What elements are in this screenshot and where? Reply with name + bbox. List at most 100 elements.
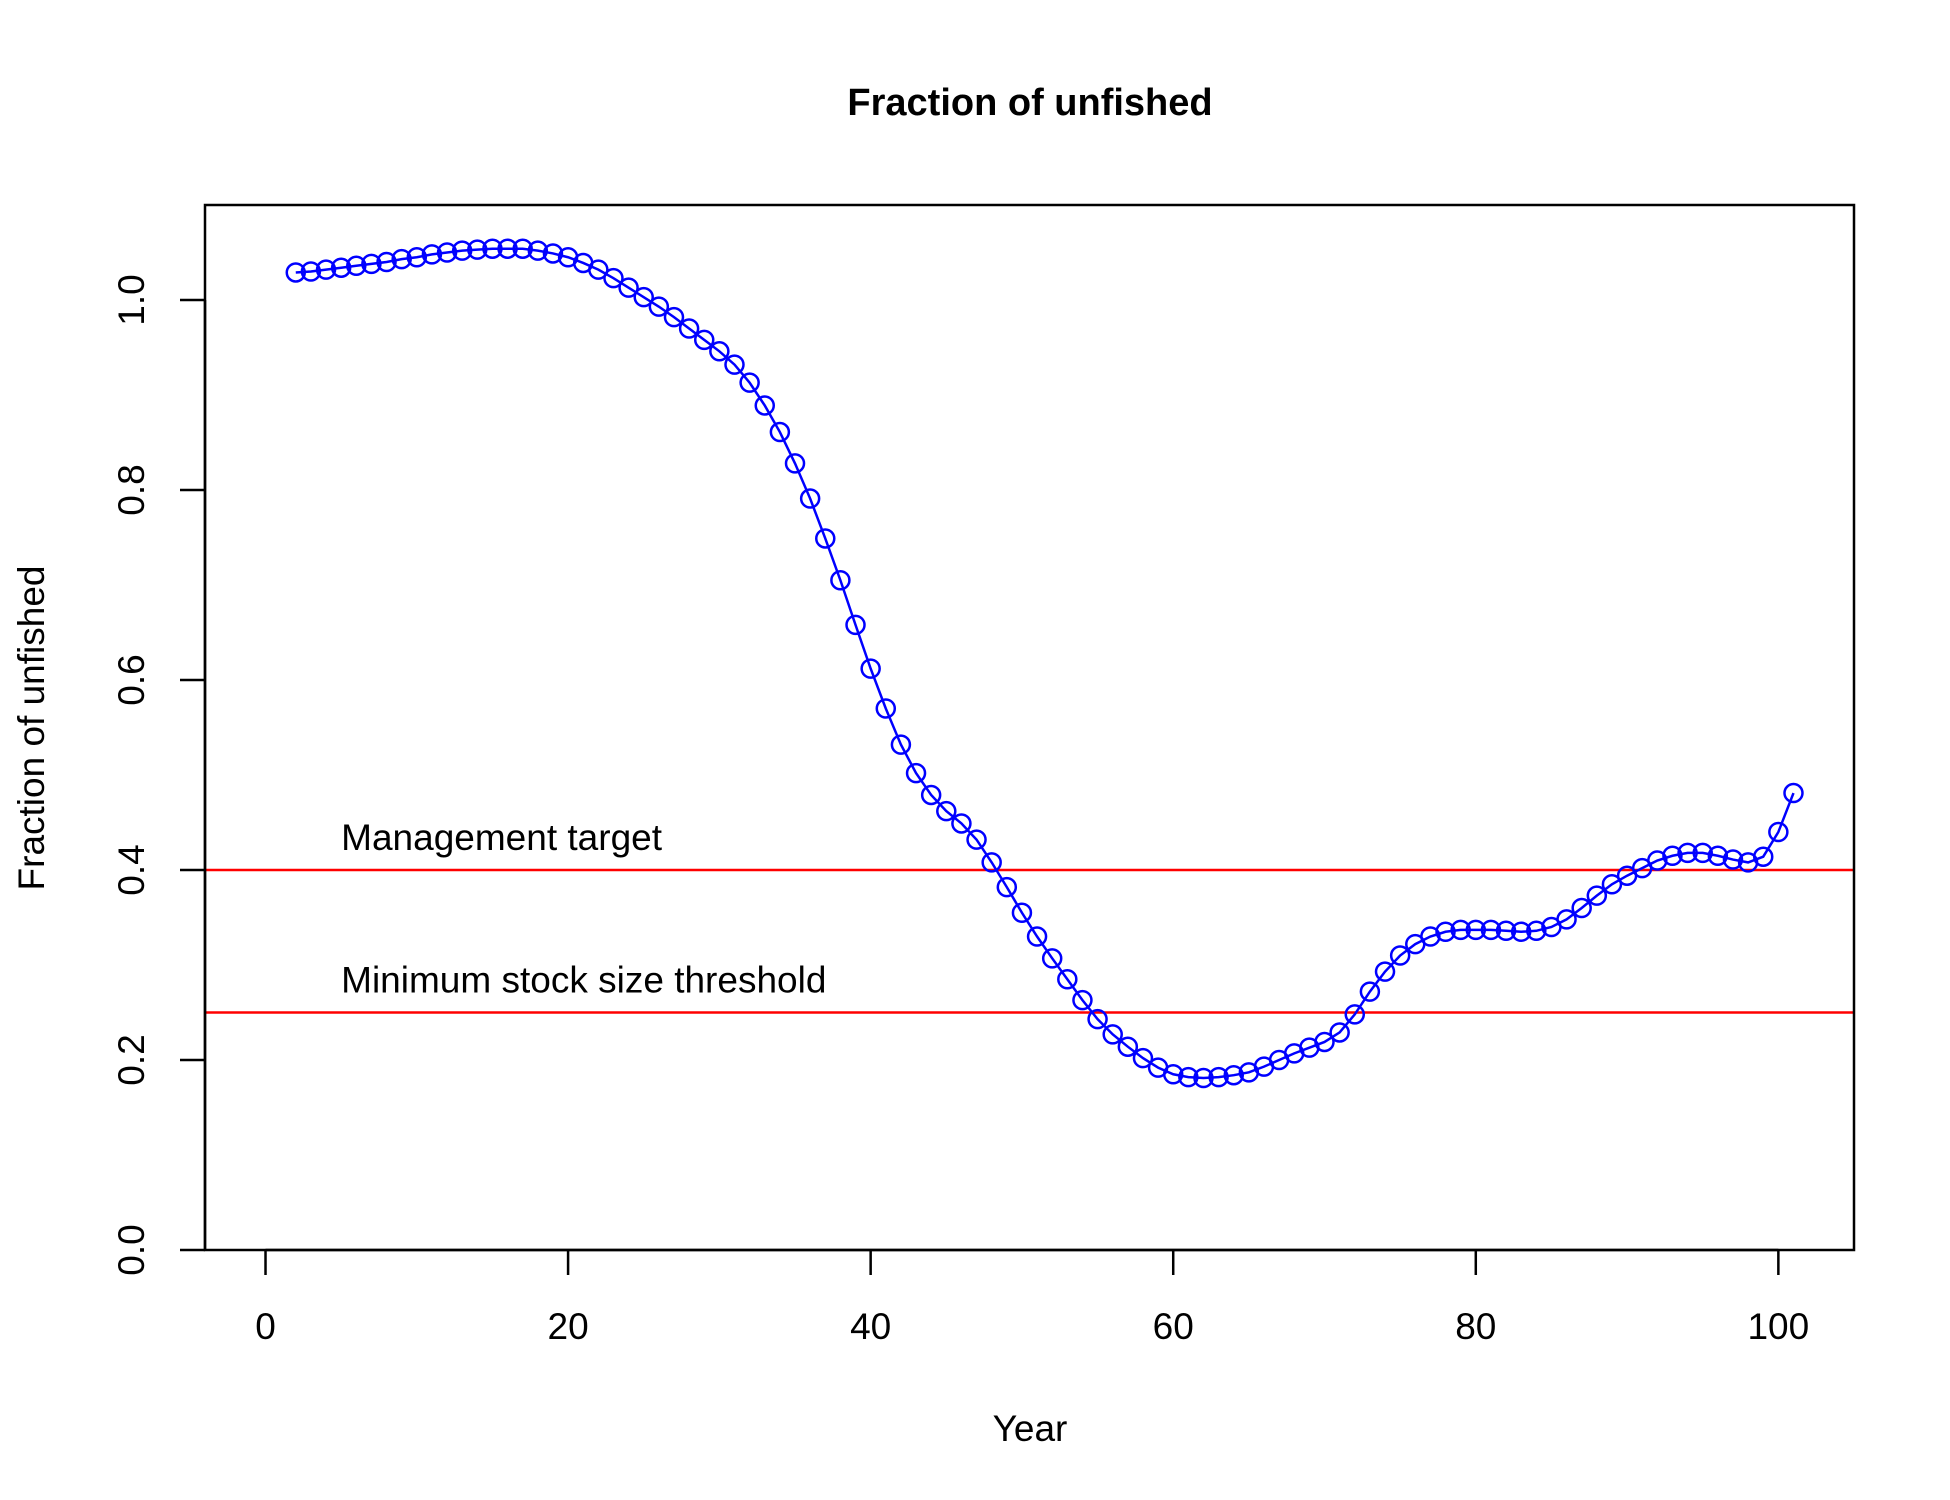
plot-frame [203,203,1856,1252]
data-point [1707,845,1729,866]
data-point [633,286,654,308]
chart-title: Fraction of unfished [847,82,1212,124]
data-point [845,614,866,636]
data-point [1647,850,1668,871]
data-point [769,421,791,443]
data-point [376,251,397,273]
data-point [1510,921,1532,942]
data-point [1208,1066,1229,1088]
data-point [1752,846,1774,867]
x-axis-title: Year [993,1408,1068,1449]
data-point [1586,885,1608,906]
data-point [1344,1004,1366,1025]
data-point [678,318,700,339]
data-point [1132,1047,1154,1069]
y-axis: 0.0 0.2 0.4 0.6 0.8 1.0 [111,274,207,1276]
data-point [1314,1031,1335,1053]
data-point [1389,945,1411,966]
data-point [860,658,881,679]
data-point [875,698,897,719]
data-point [981,852,1002,873]
data-point [391,248,412,270]
data-point [285,262,307,283]
data-point [467,239,488,260]
y-axis-title: Fraction of unfished [11,566,52,891]
data-point [951,813,972,834]
data-point [406,247,428,268]
y-tick-label: 1.0 [111,274,152,325]
x-tick-label: 20 [548,1306,589,1347]
data-point [1162,1064,1184,1085]
data-point [1193,1067,1214,1089]
data-point [1556,909,1577,930]
data-point [1223,1064,1244,1086]
data-point [1420,926,1441,947]
y-tick-label: 0.0 [111,1224,152,1275]
data-point [996,876,1018,898]
data-point [784,453,806,474]
data-point [1011,902,1033,923]
x-tick-label: 80 [1455,1306,1496,1347]
data-point [693,329,715,351]
data-point [1057,969,1078,990]
data-point [1677,842,1698,864]
data-point [1480,919,1502,941]
reference-lines: Management target Minimum stock size thre… [205,817,1854,1014]
data-point [724,354,745,375]
data-point [451,240,473,261]
data-point [588,259,609,280]
data-point [1102,1024,1123,1045]
data-point [936,800,957,822]
data-point [1178,1066,1199,1088]
data-point [436,242,458,263]
data-point [527,240,549,261]
x-tick-label: 60 [1153,1306,1194,1347]
data-point [1117,1036,1139,1057]
x-axis: 0 20 40 60 80 100 [255,1248,1809,1347]
data-point [905,762,927,784]
data-point [361,253,382,275]
data-point [1359,981,1381,1002]
data-point [815,528,836,549]
y-tick-label: 0.8 [111,464,152,515]
x-tick-label: 0 [255,1306,276,1347]
data-point [1374,961,1396,982]
data-point [482,238,503,259]
data-point [754,395,776,416]
data-point [1722,849,1744,870]
data-point [1465,919,1487,941]
series-layer [285,238,1804,1089]
data-point [1026,926,1048,947]
data-point [346,255,367,277]
data-point [1435,921,1456,942]
data-point [739,372,760,393]
data-point [1041,948,1063,969]
data-point [1450,919,1471,941]
data-point [663,306,685,328]
data-point [1087,1008,1108,1030]
x-tick-label: 40 [850,1306,891,1347]
data-point [830,570,851,591]
data-point [1571,897,1592,919]
data-point [603,267,624,289]
data-point [920,784,942,806]
data-point [890,734,912,755]
data-point [799,488,821,509]
data-point [1662,845,1683,866]
data-point [1329,1022,1350,1043]
data-point [300,261,322,282]
data-point [618,277,639,298]
x-tick-label: 100 [1747,1306,1809,1347]
data-point [1601,874,1623,895]
data-point [648,296,670,317]
data-point [1072,989,1093,1011]
y-tick-label: 0.4 [111,844,152,895]
data-point [1783,782,1804,804]
y-tick-label: 0.2 [111,1034,152,1085]
data-point [966,829,987,850]
data-point [497,238,518,259]
y-tick-label: 0.6 [111,654,152,705]
reference-label: Management target [341,817,663,858]
data-point [512,238,533,259]
